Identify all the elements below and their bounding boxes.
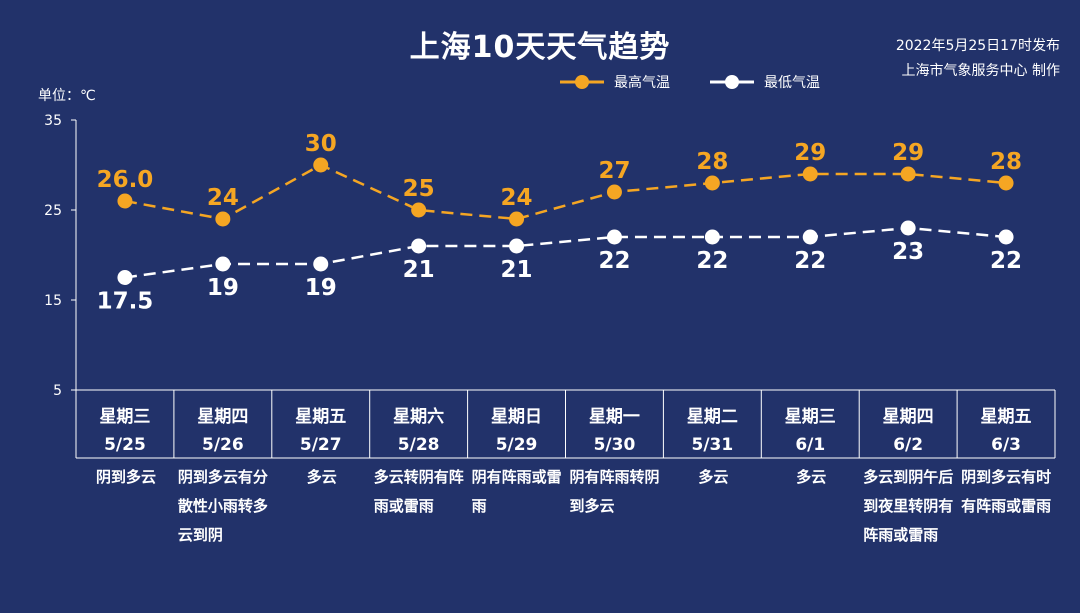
- weekday-label: 星期二: [687, 407, 738, 427]
- low-temp-point: [117, 270, 133, 285]
- low-temp-label: 22: [794, 248, 826, 274]
- high-temp-label: 24: [501, 185, 533, 211]
- low-temp-point: [411, 238, 427, 254]
- legend-high-label: 最高气温: [614, 75, 670, 91]
- low-temp-label: 22: [696, 248, 728, 274]
- weekday-label: 星期五: [981, 407, 1032, 427]
- low-temp-point: [900, 220, 916, 236]
- low-temp-label: 22: [990, 248, 1022, 274]
- legend-low-label: 最低气温: [764, 75, 820, 91]
- high-temp-label: 25: [403, 176, 435, 202]
- publisher: 上海市气象服务中心 制作: [901, 63, 1060, 79]
- weekday-label: 星期三: [785, 407, 836, 427]
- weekday-label: 星期五: [295, 407, 346, 427]
- high-temp-point: [313, 157, 329, 173]
- high-temp-point: [606, 184, 622, 200]
- high-temp-label: 30: [305, 131, 337, 157]
- legend-low-marker-icon: [710, 75, 754, 89]
- low-temp-label: 21: [403, 257, 435, 283]
- weather-description: 阴有阵雨转阴到多云: [569, 468, 660, 515]
- date-label: 6/1: [795, 435, 825, 455]
- high-temp-label: 26.0: [97, 167, 154, 193]
- weekday-label: 星期四: [883, 407, 934, 427]
- legend-low: 最低气温: [710, 72, 820, 92]
- date-label: 5/27: [300, 435, 342, 455]
- weekday-label: 星期日: [491, 407, 542, 427]
- low-temp-point: [606, 229, 622, 245]
- low-temp-line: [124, 226, 1007, 279]
- high-temp-point: [802, 166, 818, 182]
- high-temp-point: [704, 175, 720, 191]
- weather-description: 多云: [796, 468, 827, 486]
- y-tick-label: 15: [44, 293, 62, 309]
- legend-high: 最高气温: [560, 72, 670, 92]
- low-temp-point: [509, 238, 525, 254]
- high-temp-point: [215, 211, 231, 227]
- date-label: 6/3: [991, 435, 1021, 455]
- page-title: 上海10天天气趋势: [409, 30, 671, 65]
- weather-description: 阴有阵雨或雷雨: [471, 468, 562, 515]
- high-temp-label: 27: [598, 158, 630, 184]
- y-tick-label: 5: [53, 383, 62, 399]
- weather-description: 阴到多云有时有阵雨或雷雨: [961, 468, 1052, 515]
- low-temp-label: 21: [501, 257, 533, 283]
- weather-description: 多云到阴午后到夜里转阴有阵雨或雷雨: [863, 468, 954, 544]
- weather-description: 多云: [306, 468, 337, 486]
- date-label: 5/30: [594, 435, 636, 455]
- high-temp-point: [117, 193, 133, 209]
- low-temp-point: [704, 229, 720, 245]
- low-temp-label: 22: [598, 248, 630, 274]
- high-temp-point: [411, 202, 427, 218]
- low-temp-label: 23: [892, 239, 924, 265]
- low-temp-point: [215, 256, 231, 272]
- high-temp-label: 28: [990, 149, 1022, 175]
- date-label: 6/2: [893, 435, 923, 455]
- weekday-label: 星期三: [99, 407, 150, 427]
- low-temp-label: 19: [305, 275, 337, 301]
- weather-description: 多云转阴有阵雨或雷雨: [373, 468, 464, 515]
- date-label: 5/25: [104, 435, 146, 455]
- y-tick-label: 35: [44, 113, 62, 129]
- date-label: 5/26: [202, 435, 244, 455]
- weather-description: 阴到多云有分散性小雨转多云到阴: [177, 468, 268, 544]
- date-label: 5/29: [496, 435, 538, 455]
- date-label: 5/31: [691, 435, 733, 455]
- high-temp-label: 28: [696, 149, 728, 175]
- weather-description: 阴到多云: [95, 468, 156, 486]
- high-temp-point: [900, 166, 916, 182]
- legend-high-marker-icon: [560, 75, 604, 89]
- y-tick-label: 25: [44, 203, 62, 219]
- unit-label: 单位：℃: [38, 88, 96, 104]
- high-temp-label: 29: [892, 140, 924, 166]
- high-temp-point: [998, 175, 1014, 191]
- publish-date: 2022年5月25日17时发布: [895, 38, 1060, 54]
- low-temp-point: [313, 256, 329, 272]
- weekday-label: 星期四: [197, 407, 248, 427]
- high-temp-label: 29: [794, 140, 826, 166]
- weekday-label: 星期六: [393, 406, 444, 427]
- low-temp-label: 19: [207, 275, 239, 301]
- weather-description: 多云: [698, 468, 729, 486]
- weekday-label: 星期一: [589, 407, 640, 427]
- low-temp-point: [998, 229, 1014, 245]
- high-temp-label: 24: [207, 185, 239, 211]
- date-label: 5/28: [398, 435, 440, 455]
- high-temp-line: [124, 163, 1007, 221]
- high-temp-point: [509, 211, 525, 227]
- low-temp-point: [802, 229, 818, 245]
- low-temp-label: 17.5: [97, 289, 154, 315]
